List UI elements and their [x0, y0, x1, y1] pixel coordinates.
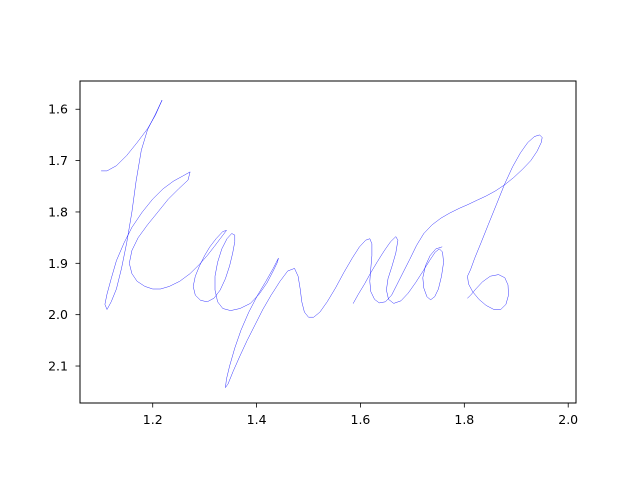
- plot-frame: [79, 80, 577, 404]
- x-tick-label: 1.6: [351, 412, 371, 427]
- y-tick-label: 2.0: [48, 307, 68, 322]
- x-tick-label: 2.0: [558, 412, 578, 427]
- y-tick-label: 1.8: [48, 204, 68, 219]
- x-axis-ticks: 1.2 1.4 1.6 1.8 2.0: [143, 403, 578, 427]
- y-tick-label: 1.9: [48, 256, 68, 271]
- y-axis-ticks: 1.6 1.7 1.8 1.9 2.0 2.1: [48, 102, 80, 374]
- signature-stroke-2: [353, 236, 444, 304]
- y-tick-label: 2.1: [48, 359, 68, 374]
- y-tick-label: 1.6: [48, 102, 68, 117]
- signature-lines: [101, 99, 543, 388]
- x-tick-label: 1.4: [247, 412, 267, 427]
- x-tick-label: 1.2: [143, 412, 163, 427]
- plot-area: [80, 81, 576, 403]
- x-tick-label: 1.8: [454, 412, 474, 427]
- signature-stroke-1: [101, 99, 543, 388]
- y-tick-label: 1.7: [48, 153, 68, 168]
